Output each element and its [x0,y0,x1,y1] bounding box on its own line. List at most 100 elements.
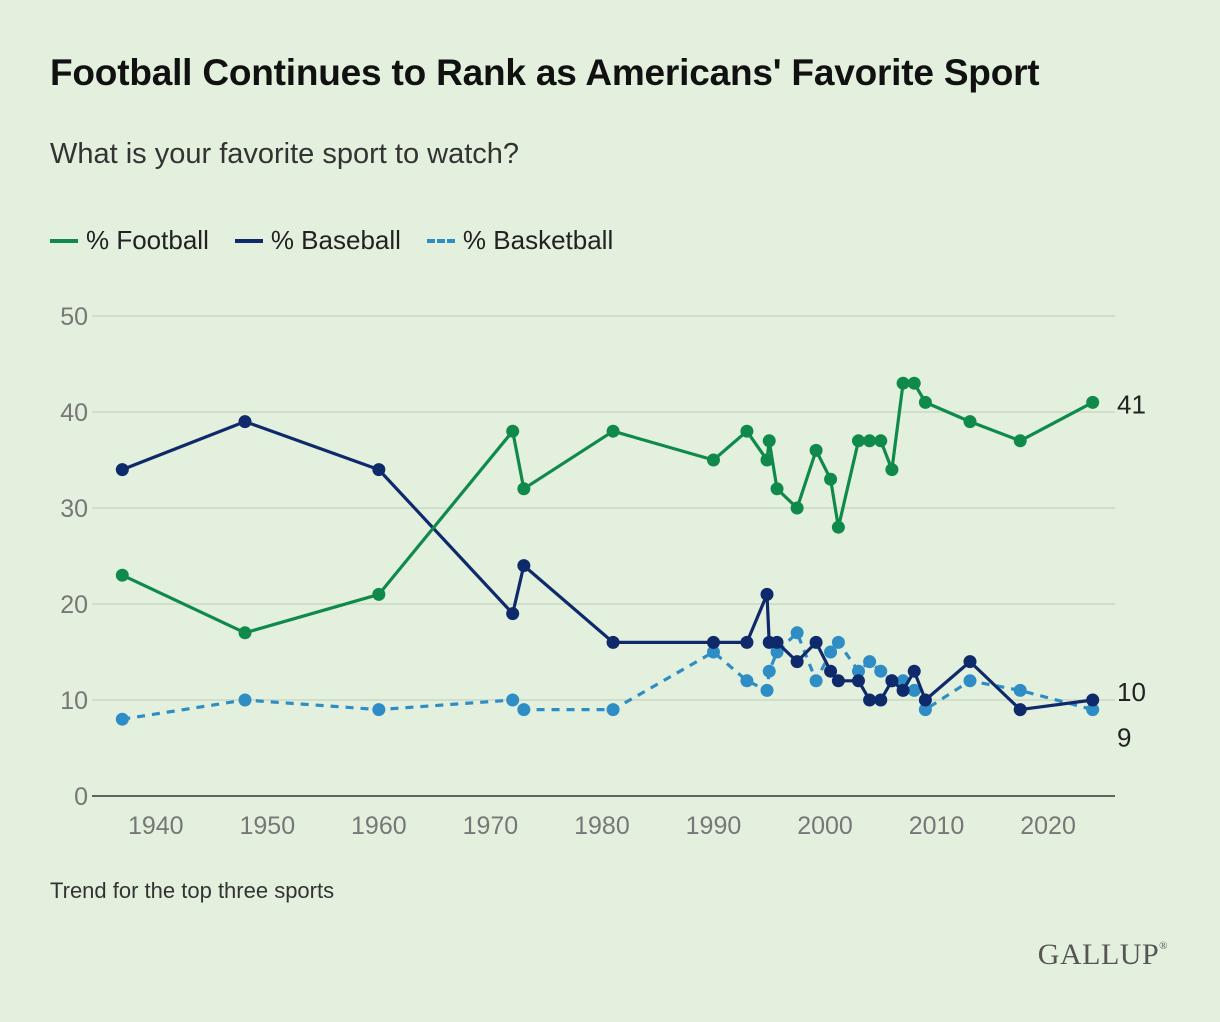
legend-item-basketball: % Basketball [426,225,614,256]
data-point-baseball [770,635,784,649]
x-tick-label: 1970 [463,812,519,840]
legend-label-baseball: % Baseball [270,225,401,255]
chart-title: Football Continues to Rank as Americans'… [50,52,1040,93]
data-point-football [238,626,252,640]
data-point-basketball [874,664,888,678]
data-point-baseball [824,664,838,678]
legend-label-basketball: % Basketball [462,225,614,255]
data-point-baseball [760,587,774,601]
x-tick-label: 1950 [239,812,295,840]
legend-label-football: % Football [86,225,209,255]
data-point-baseball [506,607,520,621]
data-point-baseball [372,463,386,477]
data-point-basketball [963,674,977,688]
data-point-baseball [885,674,899,688]
data-point-basketball [809,674,823,688]
data-point-basketball [238,693,252,707]
data-point-basketball [918,703,932,717]
data-point-basketball [740,674,754,688]
data-point-basketball [863,655,877,669]
data-point-football [1013,434,1027,448]
data-point-baseball [606,635,620,649]
data-point-basketball [372,703,386,717]
x-tick-label: 2010 [909,812,965,840]
data-point-football [706,453,720,467]
x-tick-label: 1990 [686,812,742,840]
data-point-basketball [517,703,531,717]
data-point-football [372,587,386,601]
data-point-baseball [918,693,932,707]
data-point-football [863,434,877,448]
data-point-basketball [831,635,845,649]
legend-item-football: % Football [50,225,209,256]
brand-name: GALLUP [1037,938,1160,971]
data-point-baseball [831,674,845,688]
data-point-football [506,424,520,438]
legend-swatch-basketball [426,238,455,243]
data-point-basketball [506,693,520,707]
data-point-football [770,482,784,496]
data-point-football [896,376,910,390]
data-point-basketball [1086,703,1100,717]
end-label-basketball: 9 [1117,723,1131,753]
data-point-football [790,501,804,515]
x-tick-label: 1980 [574,812,630,840]
data-point-basketball [760,683,774,697]
x-tick-label: 1940 [128,812,184,840]
legend-swatch-baseball [234,238,263,243]
data-point-baseball [1013,703,1027,717]
data-point-baseball [896,683,910,697]
data-point-football [885,463,899,477]
data-point-baseball [874,693,888,707]
data-point-football [760,453,774,467]
data-point-baseball [517,559,531,573]
data-point-basketball [1013,683,1027,697]
y-tick-label: 40 [60,399,88,427]
data-point-football [606,424,620,438]
data-point-basketball [606,703,620,717]
data-point-football [115,568,129,582]
data-point-basketball [762,664,776,678]
data-point-football [762,434,776,448]
data-point-football [740,424,754,438]
data-point-baseball [115,463,129,477]
chart-subtitle: What is your favorite sport to watch? [50,138,520,170]
legend-swatch-football [50,238,78,243]
end-label-baseball: 10 [1117,677,1146,707]
y-tick-label: 0 [74,783,88,811]
data-point-basketball [706,645,720,659]
data-point-football [851,434,865,448]
data-point-football [831,520,845,534]
data-point-baseball [1086,693,1100,707]
x-tick-label: 2020 [1020,812,1076,840]
y-tick-label: 20 [60,591,88,619]
data-point-basketball [770,645,784,659]
gallup-logo: GALLUP® [1038,938,1168,972]
series-line-baseball [121,420,1093,712]
data-point-football [963,415,977,429]
data-point-basketball [115,712,129,726]
data-point-baseball [238,415,252,429]
data-point-baseball [706,635,720,649]
data-point-basketball [790,626,804,640]
data-point-baseball [963,655,977,669]
series-line-basketball [122,631,1094,721]
data-point-football [517,482,531,496]
data-point-baseball [863,693,877,707]
y-tick-label: 50 [60,303,88,331]
legend-item-baseball: % Baseball [234,225,401,256]
y-tick-label: 30 [60,495,88,523]
data-point-football [1086,395,1100,409]
data-point-baseball [851,674,865,688]
chart-note: Trend for the top three sports [50,878,335,903]
x-tick-label: 1960 [351,812,407,840]
data-point-basketball [907,683,921,697]
data-point-football [824,472,838,486]
x-tick-label: 2000 [797,812,853,840]
data-point-basketball [824,645,838,659]
data-point-baseball [740,635,754,649]
data-point-football [907,376,921,390]
data-point-baseball [790,655,804,669]
data-point-football [918,395,932,409]
